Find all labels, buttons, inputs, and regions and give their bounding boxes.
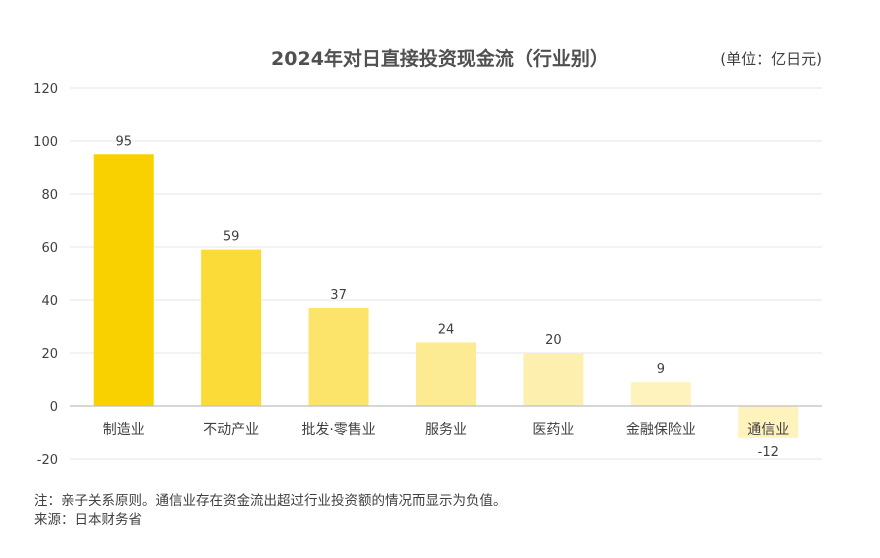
bar: [630, 382, 691, 406]
bar: [93, 154, 154, 406]
x-category-label: 通信业: [747, 422, 789, 438]
source-note: 来源：日本财务省: [34, 512, 142, 528]
data-label: 20: [545, 333, 562, 348]
footnote: 注：亲子关系原则。通信业存在资金流出超过行业投资额的情况而显示为负值。: [34, 493, 507, 509]
bar: [201, 249, 262, 406]
y-tick-label: 80: [41, 188, 58, 203]
y-tick-label: -20: [37, 453, 58, 468]
data-label: 95: [115, 134, 132, 149]
x-category-label: 制造业: [103, 422, 145, 438]
bar-chart: 120 100 80 60 40 20 0 -20 制造业 95 不动产业 59 批发·零售业 37 服务业…: [33, 82, 822, 468]
bar: [416, 342, 476, 406]
y-tick-label: 20: [41, 347, 58, 362]
y-tick-label: 100: [33, 135, 58, 150]
data-label: 24: [438, 322, 455, 337]
x-category-label: 批发·零售业: [301, 422, 375, 438]
y-tick-label: 40: [41, 294, 58, 309]
chart-title: 2024年对日直接投资现金流（行业别）: [271, 48, 609, 70]
bar: [738, 406, 799, 438]
y-tick-label: 0: [50, 400, 58, 415]
data-label: 9: [657, 362, 665, 377]
bar: [308, 307, 369, 406]
bar: [523, 353, 584, 406]
x-category-label: 金融保险业: [626, 422, 696, 438]
x-category-label: 不动产业: [203, 422, 259, 438]
data-label: 59: [223, 230, 240, 245]
data-label: 37: [330, 288, 347, 303]
unit-label: (单位：亿日元): [720, 50, 822, 68]
chart-notes: 注：亲子关系原则。通信业存在资金流出超过行业投资额的情况而显示为负值。 来源：日…: [34, 492, 507, 530]
y-tick-label: 120: [33, 82, 58, 97]
y-tick-label: 60: [41, 241, 58, 256]
data-label: -12: [758, 445, 779, 460]
x-category-label: 服务业: [425, 422, 467, 438]
x-category-label: 医药业: [532, 422, 574, 438]
